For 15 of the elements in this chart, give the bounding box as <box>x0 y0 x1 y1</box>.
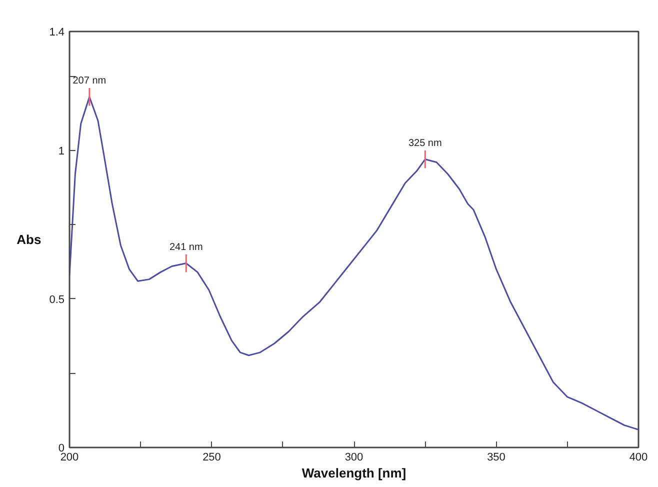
y-tick-label: 0.5 <box>49 294 65 306</box>
x-tick-label: 350 <box>487 452 506 464</box>
y-tick-label: 0 <box>58 442 65 454</box>
line-series <box>70 96 638 430</box>
y-tick-label: 1.4 <box>49 26 65 38</box>
annotation: 207 nm <box>72 75 106 86</box>
x-tick-label: 250 <box>202 452 221 464</box>
x-axis-title: Wavelength [nm] <box>302 466 406 480</box>
annotation: 241 nm <box>169 242 203 253</box>
annotation: 325 nm <box>408 138 442 149</box>
y-axis-title: Abs <box>16 232 42 247</box>
x-tick-label: 400 <box>629 452 648 464</box>
x-tick-label: 200 <box>60 452 79 464</box>
y-tick-label: 1 <box>58 145 65 158</box>
x-tick-label: 300 <box>344 452 364 464</box>
